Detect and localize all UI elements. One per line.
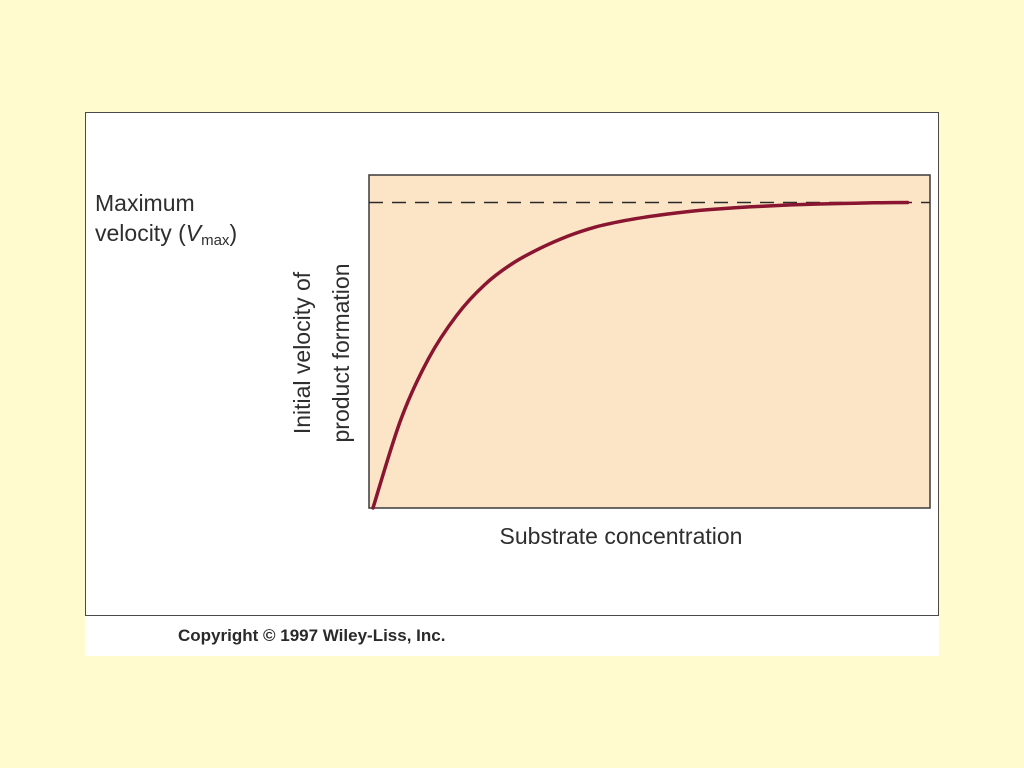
vmax-label-prefix: velocity ( [95,220,186,246]
vmax-label-suffix: ) [229,220,237,246]
footer-strip: Copyright © 1997 Wiley-Liss, Inc. [85,616,939,656]
x-axis-label: Substrate concentration [500,523,743,549]
plot-area [368,174,931,509]
y-axis-label-line2: product formation [328,264,354,443]
figure-panel: Maximum velocity (Vmax) Initial velocity… [85,112,939,616]
vmax-label-line2: velocity (Vmax) [95,220,237,249]
chart-svg: Maximum velocity (Vmax) Initial velocity… [95,174,931,549]
vmax-label-symbol: V [186,220,204,246]
vmax-label-line1: Maximum [95,190,195,216]
copyright-text: Copyright © 1997 Wiley-Liss, Inc. [178,626,446,645]
y-axis-label-line1: Initial velocity of [289,271,315,434]
vmax-label-subscript: max [201,232,230,249]
velocity-curve [371,200,910,510]
